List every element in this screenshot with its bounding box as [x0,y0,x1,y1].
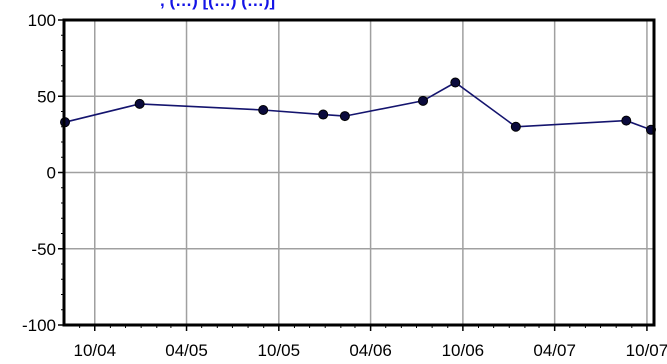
y-tick-label: 50 [37,87,56,106]
data-point [418,95,429,106]
chart-title-fragment: , (…) [(…) (…)] [160,0,275,10]
x-tick-label: 10/05 [258,341,301,360]
x-axis-labels: 10/04 04/05 10/05 04/06 10/06 04/07 10/07 [73,341,667,360]
y-axis-labels: 100 50 0 -50 -100 [22,11,56,335]
data-point [450,77,461,88]
y-tick-label: -50 [31,240,56,259]
x-tick-label: 04/05 [165,341,208,360]
data-point [621,115,632,126]
series-line [64,81,652,131]
x-tick-label: 04/06 [349,341,392,360]
data-point [134,98,145,109]
y-tick-label: -100 [22,316,56,335]
data-point [258,104,269,115]
series-layer [60,77,656,135]
minor-ticks [61,34,648,328]
x-tick-label: 10/04 [73,341,116,360]
x-tick-label: 04/07 [533,341,576,360]
plot-frame [62,18,656,327]
data-point [339,111,350,122]
data-point [510,121,521,132]
y-tick-label: 0 [47,164,56,183]
y-tick-label: 100 [28,11,56,30]
x-tick-label: 10/06 [442,341,485,360]
grid [58,19,654,331]
x-tick-label: 10/07 [626,341,667,360]
data-point [318,109,329,120]
